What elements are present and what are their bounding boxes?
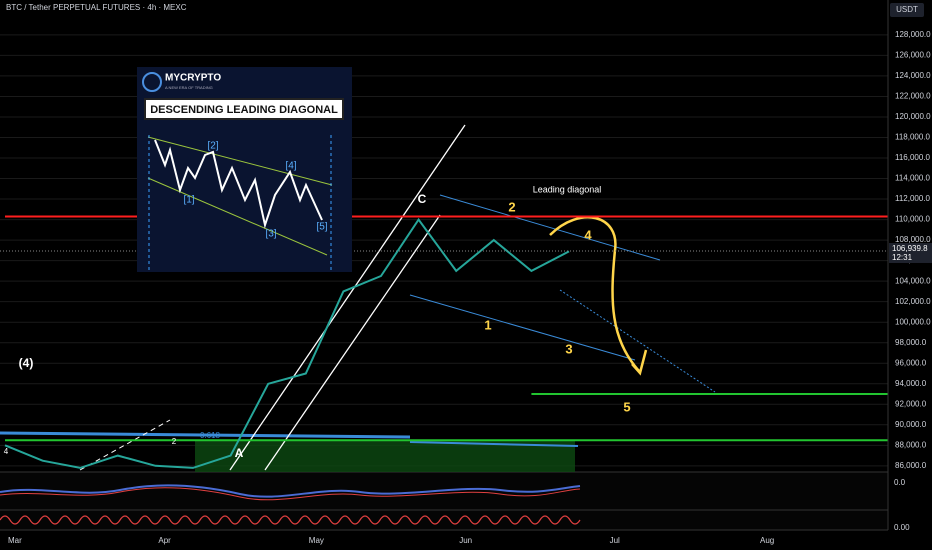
x-tick-label: May [309, 536, 324, 545]
price-line [4, 217, 570, 469]
wave-label: 2 [172, 437, 177, 446]
diagonal-line [439, 194, 661, 261]
y-tick-label: 114,000.0 [895, 174, 931, 183]
x-tick-label: Apr [158, 536, 171, 545]
channel-line [264, 214, 441, 471]
chart-title: BTC / Tether PERPETUAL FUTURES · 4h · ME… [6, 3, 187, 12]
y-tick-label: 108,000.0 [895, 235, 931, 244]
last-price-box [889, 242, 932, 263]
inset-brand: MYCRYPTO [165, 73, 221, 84]
indicator-line [0, 487, 581, 501]
wave-label: 1 [484, 317, 491, 332]
wave-label: 5 [623, 399, 630, 414]
inset-label: [2] [207, 141, 218, 152]
inset-heading-box [144, 98, 344, 120]
channel-line [229, 124, 466, 471]
y-tick-label: 94,000.0 [895, 379, 927, 388]
inset-heading: DESCENDING LEADING DIAGONAL [150, 104, 338, 116]
y-tick-label: 102,000.0 [895, 297, 931, 306]
diagonal-line [559, 289, 716, 393]
y-tick-label: 110,000.0 [895, 215, 931, 224]
note: Leading diagonal [533, 184, 602, 194]
y-tick-label: 96,000.0 [895, 358, 927, 367]
y-tick-label: 112,000.0 [895, 194, 931, 203]
wave-label: 2 [508, 199, 515, 214]
inset-line [147, 177, 328, 256]
y-tick-label: 100,000.0 [895, 317, 931, 326]
inset-line [147, 136, 333, 186]
ma-line [0, 431, 411, 439]
y-tick-label: 104,000.0 [895, 276, 931, 285]
projection-arrow [549, 216, 648, 376]
countdown-label: 12:31 [892, 253, 913, 262]
y-tick-label: 116,000.0 [895, 153, 931, 162]
x-tick-label: Aug [760, 536, 774, 545]
wave-label: A [235, 446, 244, 460]
fib-label: 0.618 [200, 431, 221, 440]
y-tick-label: 124,000.0 [895, 71, 931, 80]
y-tick-label: 98,000.0 [895, 338, 927, 347]
channel-line [79, 419, 171, 471]
last-price-label: 106,939.8 [892, 244, 928, 253]
indicator-label: 0.0 [894, 478, 906, 487]
unit-label: USDT [896, 5, 918, 14]
diagonal-line [409, 294, 636, 361]
inset [137, 67, 352, 272]
inset-zigzag [154, 139, 323, 229]
inset-label: [3] [265, 229, 276, 240]
y-tick-label: 126,000.0 [895, 51, 931, 60]
wave-label: 3 [565, 341, 572, 356]
inset-tagline: A NEW ERA OF TRADING [165, 85, 213, 90]
wave-label: C [418, 192, 427, 206]
indicator-pane [0, 472, 888, 530]
price-axis [888, 0, 932, 550]
y-tick-label: 120,000.0 [895, 112, 931, 121]
y-tick-label: 90,000.0 [895, 420, 927, 429]
y-tick-label: 122,000.0 [895, 92, 931, 101]
y-tick-label: 118,000.0 [895, 133, 931, 142]
wave-label: 4 [4, 447, 9, 456]
y-tick-label: 86,000.0 [895, 461, 927, 470]
indicator-line [0, 484, 581, 498]
x-tick-label: Mar [8, 536, 22, 545]
x-tick-label: Jul [610, 536, 620, 545]
unit-box [890, 3, 924, 17]
indicator-label: 0.00 [894, 523, 910, 532]
inset-label: [4] [285, 161, 296, 172]
y-tick-label: 88,000.0 [895, 440, 927, 449]
ma-line [409, 441, 579, 447]
indicator-line [0, 515, 581, 525]
y-tick-label: 92,000.0 [895, 399, 927, 408]
inset-label: [5] [316, 222, 327, 233]
wave-label: 4 [584, 227, 592, 242]
x-tick-label: Jun [459, 536, 472, 545]
wave-label: (4) [19, 356, 34, 370]
logo [142, 72, 162, 92]
inset-label: [1] [183, 195, 194, 206]
y-tick-label: 128,000.0 [895, 30, 931, 39]
